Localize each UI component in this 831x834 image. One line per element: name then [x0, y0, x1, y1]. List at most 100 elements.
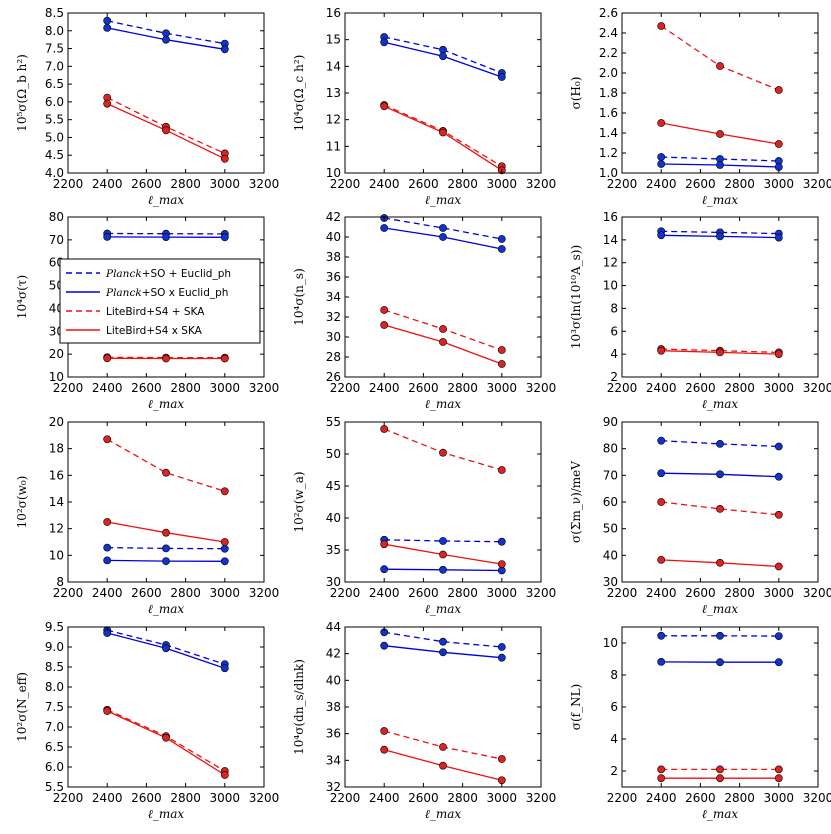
y-tick-label: 45	[326, 479, 341, 493]
y-tick-label: 11	[326, 139, 341, 153]
x-axis-label: ℓ_max	[425, 397, 462, 411]
data-point	[716, 439, 724, 448]
x-tick-label: 2400	[646, 177, 677, 191]
axes-frame	[621, 216, 819, 378]
y-tick-label: 44	[326, 620, 341, 634]
y-tick-label: 12	[326, 113, 341, 127]
data-point	[220, 154, 229, 163]
y-axis-label: 10⁵σ(Ω_b h²)	[15, 54, 29, 132]
data-point	[439, 338, 447, 346]
subplot-8: 2200 2400 2600 2800 3000 3200 30 35 40 45 50 55 ℓ_ma…	[292, 415, 556, 616]
x-tick-label: 2200	[330, 381, 361, 395]
y-tick-label: 14	[49, 495, 64, 509]
y-axis-label: 10³σ(ln(10¹⁰A_s))	[569, 245, 583, 349]
y-tick-label: 2	[610, 764, 618, 778]
x-tick-label: 3200	[803, 586, 831, 600]
y-tick-label: 1.4	[599, 126, 618, 140]
legend-box	[59, 258, 261, 344]
y-tick-label: 8.0	[45, 24, 64, 38]
y-tick-label: 6	[610, 700, 618, 714]
subplot-5: 2200 2400 2600 2800 3000 3200 26 28 30 32 34 36 38 40…	[292, 210, 556, 411]
data-point	[380, 102, 389, 111]
x-tick-label: 2400	[369, 791, 400, 805]
x-tick-label: 2200	[330, 177, 361, 191]
data-point	[774, 765, 783, 774]
y-tick-label: 7.5	[45, 42, 64, 56]
x-tick-label: 2800	[724, 177, 755, 191]
y-axis-label: 10⁴σ(τ)	[15, 275, 29, 319]
subplot-2: 2200 2400 2600 2800 3000 3200 10 11 12 13 14 15 16 ℓ_…	[292, 6, 556, 207]
data-point	[657, 469, 666, 478]
y-tick-label: 15	[326, 33, 341, 47]
y-tick-label: 16	[326, 6, 341, 20]
x-tick-label: 2400	[92, 586, 123, 600]
data-point	[439, 743, 447, 751]
y-tick-label: 70	[603, 468, 618, 482]
data-point	[657, 346, 666, 355]
y-tick-label: 13	[326, 86, 341, 100]
legend-planck: Planck	[105, 268, 142, 280]
y-tick-label: 8.5	[45, 6, 64, 20]
x-tick-label: 3000	[487, 791, 518, 805]
data-point	[657, 556, 666, 564]
x-tick-label: 2400	[369, 381, 400, 395]
x-tick-label: 2200	[53, 381, 84, 395]
x-axis-label: ℓ_max	[702, 397, 739, 411]
data-point	[439, 761, 447, 770]
data-point	[162, 233, 170, 241]
data-point	[774, 774, 783, 783]
data-point	[380, 38, 389, 47]
data-point	[220, 771, 229, 779]
x-tick-label: 2200	[607, 791, 638, 805]
data-point	[380, 306, 389, 314]
legend-planck: Planck	[105, 287, 142, 299]
data-point	[716, 161, 724, 169]
y-tick-label: 50	[326, 447, 341, 461]
data-point	[220, 233, 229, 242]
x-tick-label: 3000	[210, 381, 241, 395]
data-point	[103, 99, 112, 108]
y-tick-label: 36	[326, 727, 341, 741]
y-tick-label: 1.8	[599, 86, 618, 100]
y-tick-label: 26	[326, 370, 341, 384]
y-tick-label: 60	[603, 495, 618, 509]
x-tick-label: 3200	[249, 586, 280, 600]
data-point	[497, 755, 506, 763]
y-axis-label: σ(Σm_ν)/meV	[569, 461, 583, 543]
y-tick-label: 9.0	[45, 640, 64, 654]
x-tick-label: 2200	[330, 586, 361, 600]
x-tick-label: 3000	[764, 177, 795, 191]
data-point	[716, 774, 724, 783]
x-axis-label: ℓ_max	[702, 807, 739, 821]
x-tick-label: 2600	[131, 381, 162, 395]
x-tick-label: 2400	[92, 791, 123, 805]
y-tick-label: 30	[603, 575, 618, 589]
x-tick-label: 2800	[724, 586, 755, 600]
subplot-4: 2200 2400 2600 2800 3000 32001020304050607080…	[15, 210, 279, 411]
y-tick-label: 20	[49, 415, 64, 429]
y-axis-label: σ(H₀)	[569, 77, 583, 110]
y-tick-label: 14	[326, 59, 341, 73]
x-tick-label: 2600	[408, 177, 439, 191]
y-tick-label: 6.5	[45, 740, 64, 754]
data-point	[497, 73, 506, 81]
x-axis-label: ℓ_max	[425, 807, 462, 821]
x-tick-label: 2600	[685, 791, 716, 805]
y-axis-label: 10²σ(N_eff)	[15, 672, 29, 742]
data-point	[439, 224, 447, 232]
y-tick-label: 2	[610, 370, 618, 384]
data-point	[380, 425, 389, 433]
axes-frame	[621, 626, 819, 788]
y-tick-label: 1.0	[599, 166, 618, 180]
data-point	[162, 35, 170, 44]
x-tick-label: 3200	[803, 381, 831, 395]
y-tick-label: 42	[326, 647, 341, 661]
y-tick-label: 38	[326, 250, 341, 264]
data-point	[220, 45, 229, 54]
x-tick-label: 2800	[170, 791, 201, 805]
x-tick-label: 2400	[646, 791, 677, 805]
y-tick-label: 7.5	[45, 700, 64, 714]
data-point	[162, 126, 170, 135]
y-tick-label: 40	[326, 230, 341, 244]
